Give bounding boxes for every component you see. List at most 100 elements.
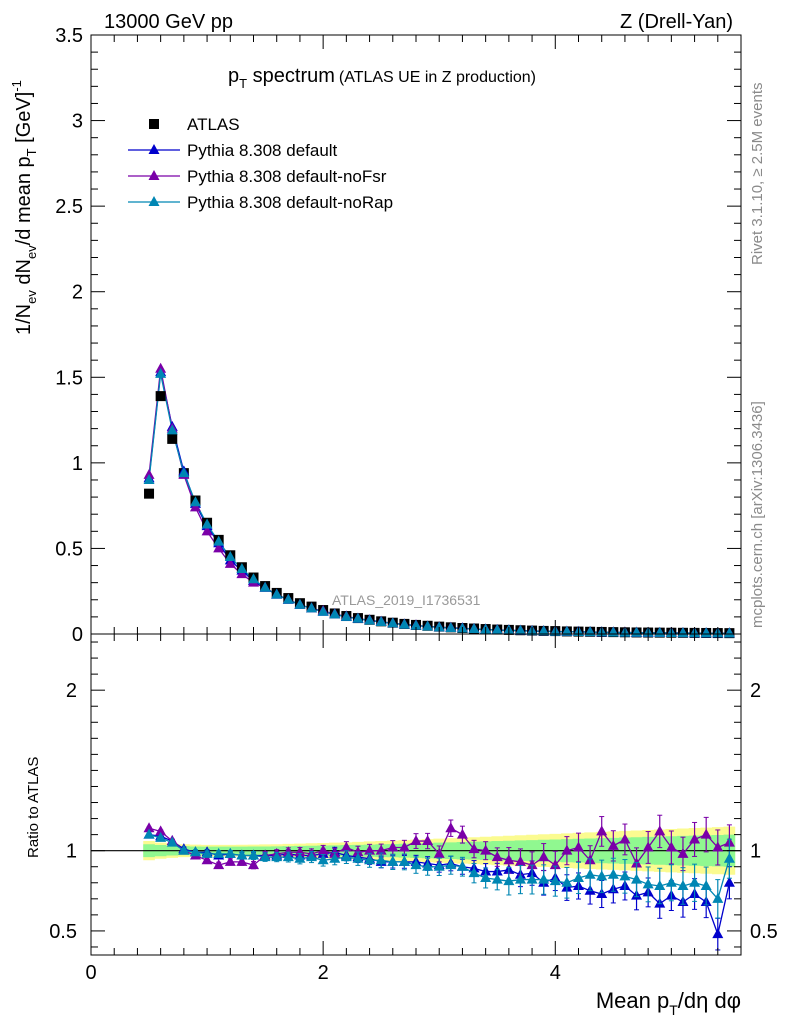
ratio-point <box>352 846 364 857</box>
ratio-point <box>201 847 213 858</box>
main-mc-point <box>329 608 341 619</box>
ratio-point <box>723 876 735 887</box>
main-mc-point <box>538 625 550 636</box>
legend-label: Pythia 8.308 default <box>187 141 338 160</box>
ratio-point <box>607 868 619 879</box>
ratio-series-group <box>143 814 735 951</box>
main-ytick-label: 3.5 <box>55 25 83 47</box>
ratio-point <box>387 841 399 852</box>
ratio-point <box>723 852 735 863</box>
ratio-point <box>480 871 492 882</box>
main-mc-point <box>561 625 573 636</box>
ratio-point <box>398 841 410 852</box>
ratio-point <box>317 854 329 865</box>
ratio-point <box>689 876 701 887</box>
main-mc-point <box>143 468 155 479</box>
ratio-ytick-label: 1 <box>66 841 77 863</box>
main-mc-point <box>387 617 399 628</box>
main-ytick-label: 1 <box>72 453 83 475</box>
ratio-point <box>503 875 515 886</box>
main-axes: 0 0.5 1 1.5 2 2.5 3 3.5 <box>55 25 742 646</box>
main-mc-point <box>700 627 712 638</box>
ratio-point <box>433 847 445 858</box>
ratio-point <box>573 871 584 882</box>
main-mc-point <box>352 612 364 623</box>
ratio-ytick-label: 0.5 <box>49 921 77 943</box>
ratio-point <box>178 844 190 855</box>
ratio-panel: 0.5 0.5 1 1 2 2 0 2 4 <box>49 633 778 984</box>
y-axis-label-ratio: Ratio to ATLAS <box>25 757 42 858</box>
main-mc-point <box>201 525 213 536</box>
ratio-point <box>143 822 155 833</box>
main-mc-point <box>422 620 434 631</box>
ratio-point <box>468 867 480 878</box>
ratio-point <box>387 855 399 866</box>
legend-label: Pythia 8.308 default-noFsr <box>187 167 387 186</box>
ratio-point <box>712 892 724 903</box>
main-mc-point <box>143 473 155 484</box>
ratio-point <box>700 828 712 839</box>
ratio-point <box>642 878 654 889</box>
main-mc-point <box>398 618 410 629</box>
ratio-point <box>224 847 236 858</box>
main-mc-point <box>723 627 735 638</box>
ratio-point <box>538 851 550 862</box>
ratio-point <box>538 873 550 884</box>
ratio-xtick-label: 4 <box>550 962 561 984</box>
ratio-point <box>654 879 666 890</box>
main-mc-point <box>236 562 248 573</box>
main-mc-point <box>364 614 376 625</box>
ratio-point <box>445 822 457 833</box>
ratio-point <box>456 860 468 871</box>
ratio-point <box>654 825 666 836</box>
ratio-point <box>410 859 422 870</box>
main-data-point <box>155 391 166 402</box>
legend-marker <box>149 119 159 129</box>
ratio-point <box>480 844 492 855</box>
ratio-point <box>282 851 294 862</box>
main-mc-point <box>375 616 387 627</box>
main-mc-point <box>468 623 480 634</box>
ratio-point <box>224 855 236 866</box>
main-mc-point <box>677 627 689 638</box>
main-mc-point <box>445 622 457 633</box>
ratio-point <box>329 852 341 863</box>
ratio-point <box>456 828 468 839</box>
main-mc-point <box>155 367 167 378</box>
ratio-ytick-label-right: 1 <box>750 841 761 863</box>
ratio-point <box>491 851 503 862</box>
ratio-point <box>201 854 213 865</box>
main-mc-point <box>236 568 248 579</box>
ratio-point <box>155 831 167 842</box>
ratio-point <box>619 870 631 881</box>
rivet-label: Rivet 3.1.10, ≥ 2.5M events <box>749 83 766 266</box>
ratio-point <box>364 854 376 865</box>
ratio-point <box>375 844 387 855</box>
ratio-point <box>422 860 434 871</box>
ratio-point <box>143 828 155 839</box>
ratio-point <box>271 851 283 862</box>
main-mc-point <box>294 598 306 609</box>
ratio-point <box>514 873 526 884</box>
legend: ATLAS Pythia 8.308 default Pythia 8.308 de… <box>128 115 393 212</box>
ratio-point <box>248 849 259 860</box>
main-mc-point <box>259 581 271 592</box>
ratio-xtick-label: 0 <box>85 962 96 984</box>
ratio-point <box>317 844 329 855</box>
ratio-ytick-label-right: 0.5 <box>750 921 778 943</box>
y-axis-label-top: 1/Nev dNev/d mean pT [GeV]-1 <box>9 80 39 335</box>
ratio-point <box>689 833 701 844</box>
ratio-point <box>306 851 318 862</box>
legend-label: Pythia 8.308 default-noRap <box>187 193 393 212</box>
ratio-xtick-label: 2 <box>318 962 329 984</box>
ratio-point <box>410 835 422 846</box>
ratio-point <box>155 825 167 836</box>
ratio-point <box>236 855 248 866</box>
main-mc-point <box>271 588 283 599</box>
ratio-point <box>364 844 376 855</box>
ratio-point <box>422 835 434 846</box>
ratio-point <box>166 836 178 847</box>
ratio-point <box>340 841 352 852</box>
ratio-point <box>642 841 654 852</box>
ratio-point <box>584 868 596 879</box>
